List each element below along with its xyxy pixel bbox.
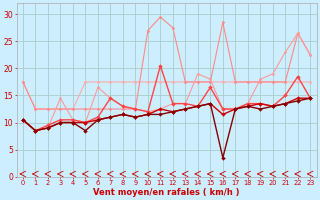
X-axis label: Vent moyen/en rafales ( km/h ): Vent moyen/en rafales ( km/h ) (93, 188, 240, 197)
